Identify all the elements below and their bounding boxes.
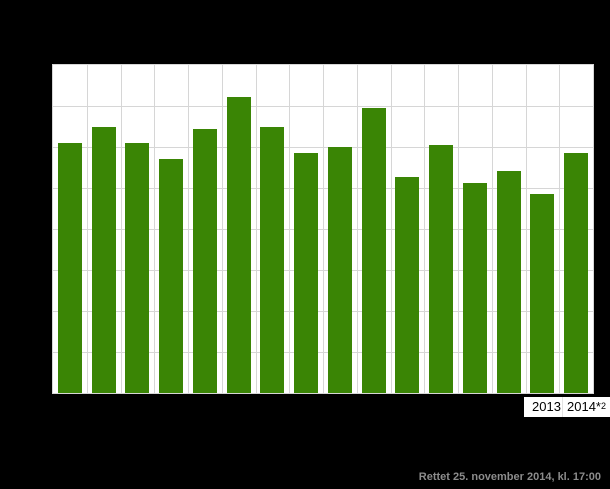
x-tick-label-2014-base: 2014*: [567, 399, 601, 414]
v-gridline: [559, 65, 561, 393]
bar: [429, 144, 454, 393]
bar-column-6: [222, 65, 256, 393]
bar: [327, 147, 352, 393]
bar-column-9: [323, 65, 357, 393]
v-gridline: [154, 65, 156, 393]
bar: [462, 182, 487, 393]
correction-note: Rettet 25. november 2014, kl. 17:00: [418, 471, 601, 483]
x-tick-label-2013: 2013: [524, 397, 562, 417]
v-gridline: [86, 65, 88, 393]
bar: [564, 153, 589, 393]
v-gridline: [525, 65, 527, 393]
v-gridline: [323, 65, 324, 393]
bar-column-14: [492, 65, 526, 393]
bar-column-2013: [526, 65, 560, 393]
bar: [260, 126, 285, 393]
bar: [530, 193, 555, 393]
bar: [496, 170, 521, 393]
bar: [91, 126, 116, 393]
v-gridline: [255, 65, 257, 393]
v-gridline: [188, 65, 189, 393]
bar-column-11: [391, 65, 425, 393]
bar-series: [53, 65, 593, 393]
bar: [159, 159, 184, 393]
bar-column-8: [289, 65, 323, 393]
bar-column-2: [87, 65, 121, 393]
v-gridline: [390, 65, 392, 393]
bar: [226, 96, 251, 393]
bar: [125, 142, 150, 393]
bar: [361, 108, 386, 393]
v-gridline: [356, 65, 358, 393]
bar-column-4: [154, 65, 188, 393]
bar: [57, 142, 82, 393]
bar-column-3: [121, 65, 155, 393]
bar-column-13: [458, 65, 492, 393]
v-gridline: [424, 65, 426, 393]
bar-column-2014*2: [559, 65, 593, 393]
bar-column-1: [53, 65, 87, 393]
bar: [192, 128, 217, 393]
v-gridline: [221, 65, 223, 393]
bar-column-5: [188, 65, 222, 393]
bar-column-10: [357, 65, 391, 393]
plot-area: [52, 64, 594, 394]
x-tick-label-2014: 2014* 2: [562, 397, 610, 417]
v-gridline: [458, 65, 459, 393]
bar: [294, 153, 319, 393]
v-gridline: [491, 65, 493, 393]
bar-column-7: [256, 65, 290, 393]
v-gridline: [120, 65, 122, 393]
v-gridline: [289, 65, 291, 393]
x-tick-label-2014-footnote-marker: 2: [600, 400, 606, 411]
bar-column-12: [424, 65, 458, 393]
bar: [395, 176, 420, 393]
